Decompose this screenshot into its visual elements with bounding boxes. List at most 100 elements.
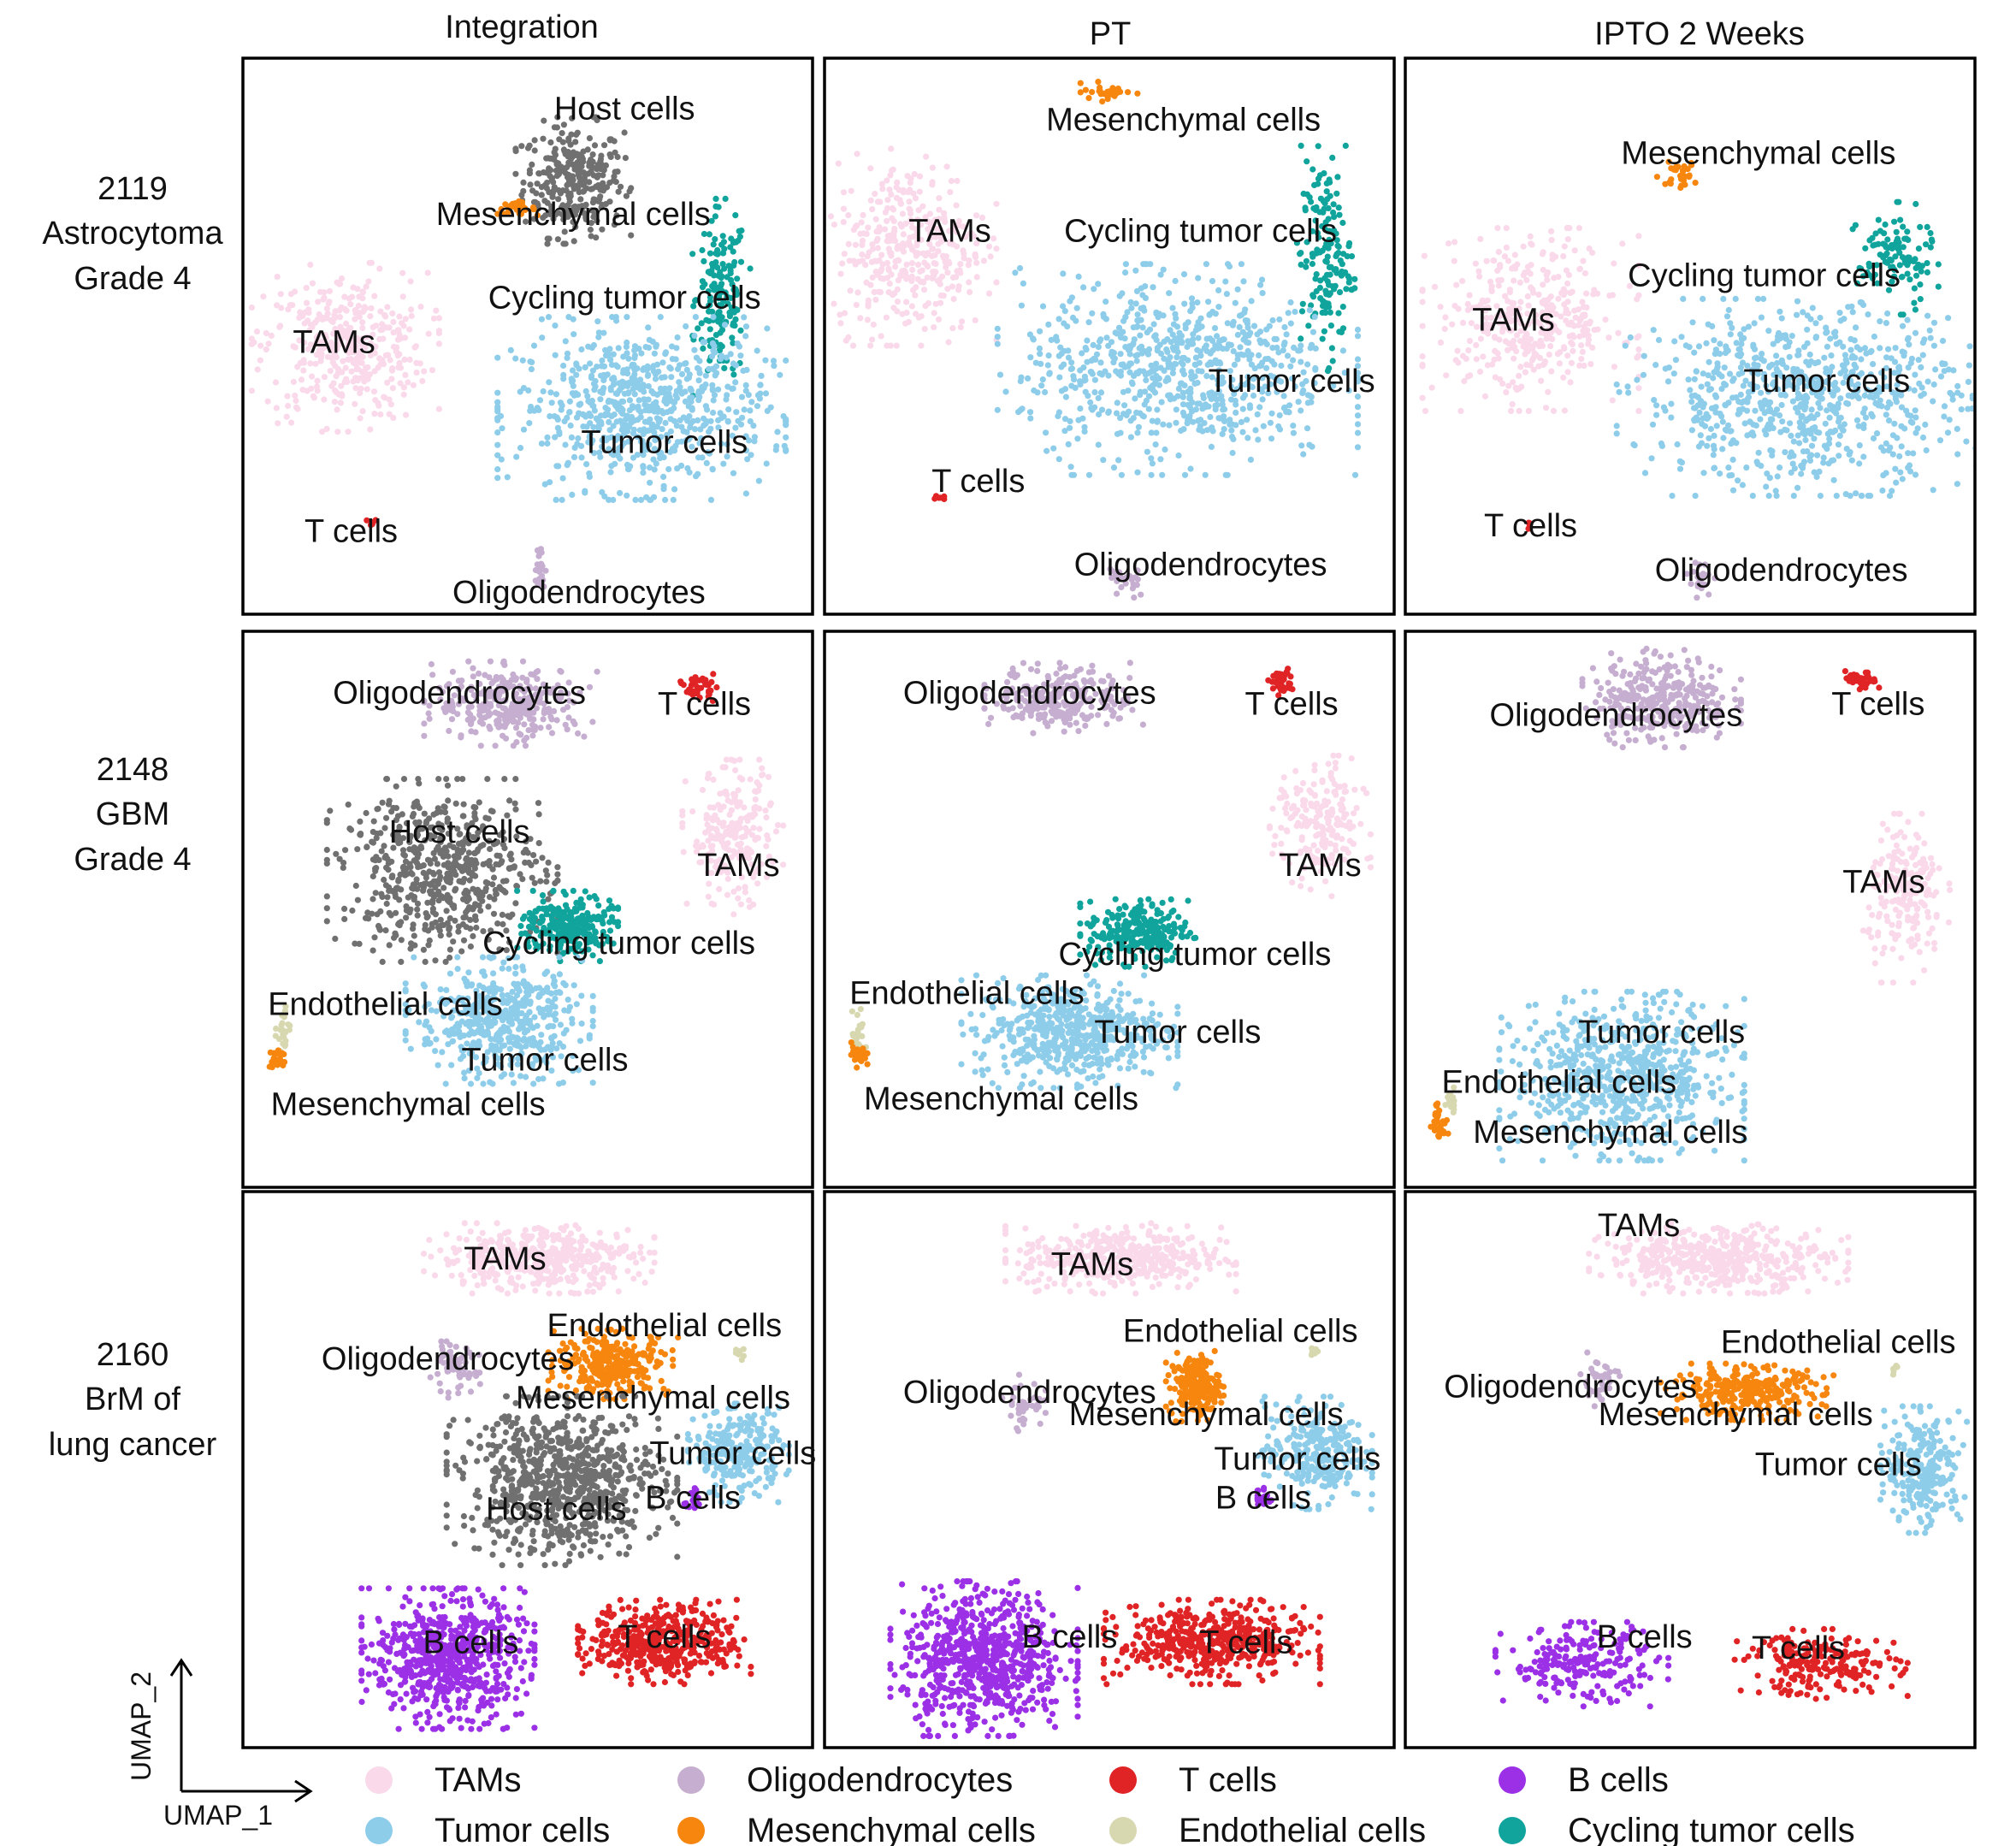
data-point bbox=[652, 436, 659, 444]
data-point bbox=[581, 175, 588, 181]
data-point bbox=[1273, 335, 1280, 343]
row-label-line: 2160 bbox=[97, 1337, 169, 1373]
data-point bbox=[1181, 300, 1188, 307]
data-point bbox=[1895, 198, 1902, 205]
data-point bbox=[1221, 417, 1227, 424]
data-point bbox=[533, 705, 541, 712]
data-point bbox=[1919, 434, 1927, 441]
data-point bbox=[1039, 303, 1047, 310]
data-point bbox=[1853, 280, 1860, 287]
data-point bbox=[437, 696, 444, 703]
data-point bbox=[743, 845, 751, 852]
data-point bbox=[732, 850, 739, 857]
data-point bbox=[1750, 343, 1757, 350]
data-point bbox=[377, 308, 384, 315]
data-point bbox=[1830, 457, 1837, 464]
data-point bbox=[322, 314, 329, 321]
data-point bbox=[1516, 305, 1522, 312]
data-point bbox=[572, 223, 579, 230]
data-point bbox=[1490, 257, 1497, 264]
data-point bbox=[539, 334, 546, 341]
data-point bbox=[901, 267, 908, 274]
data-point bbox=[707, 496, 715, 504]
data-point bbox=[589, 367, 597, 374]
data-point bbox=[582, 488, 588, 494]
data-point bbox=[1087, 399, 1094, 406]
data-point bbox=[1132, 267, 1139, 274]
cluster-tams bbox=[248, 259, 442, 435]
data-point bbox=[1197, 315, 1204, 322]
data-point bbox=[470, 665, 476, 672]
data-point bbox=[260, 293, 267, 300]
data-point bbox=[683, 900, 690, 907]
data-point bbox=[1900, 311, 1907, 318]
data-point bbox=[742, 323, 750, 330]
data-point bbox=[1822, 379, 1830, 386]
data-point bbox=[1091, 286, 1097, 293]
data-point bbox=[648, 423, 655, 429]
data-point bbox=[1658, 442, 1665, 450]
data-point bbox=[1509, 265, 1516, 272]
data-point bbox=[494, 429, 501, 436]
data-point bbox=[907, 234, 913, 241]
data-point bbox=[1259, 375, 1266, 382]
data-point bbox=[1055, 316, 1062, 322]
data-point bbox=[494, 399, 501, 405]
data-point bbox=[1202, 471, 1209, 478]
data-point bbox=[1912, 407, 1918, 414]
data-point bbox=[1260, 423, 1267, 429]
data-point bbox=[1419, 299, 1426, 305]
data-point bbox=[571, 238, 577, 245]
data-point bbox=[736, 855, 743, 861]
data-point bbox=[1289, 376, 1296, 382]
data-point bbox=[1419, 287, 1426, 293]
data-point bbox=[1561, 301, 1568, 308]
data-point bbox=[629, 363, 636, 370]
data-point bbox=[1905, 334, 1912, 341]
data-point bbox=[1503, 389, 1510, 396]
data-point bbox=[909, 266, 916, 274]
data-point bbox=[857, 315, 864, 322]
data-point bbox=[253, 328, 261, 335]
data-point bbox=[1790, 438, 1797, 445]
data-point bbox=[1136, 345, 1143, 352]
data-point bbox=[268, 332, 275, 339]
data-point bbox=[1125, 89, 1132, 96]
data-point bbox=[1660, 404, 1667, 411]
data-point bbox=[352, 385, 359, 392]
data-point bbox=[1134, 90, 1141, 97]
data-point bbox=[1711, 432, 1717, 439]
data-point bbox=[371, 293, 378, 299]
data-point bbox=[854, 289, 861, 296]
data-point bbox=[1920, 390, 1927, 397]
data-point bbox=[1466, 338, 1474, 345]
data-point bbox=[519, 697, 526, 704]
data-point bbox=[1752, 407, 1759, 414]
cluster-t-cells bbox=[931, 493, 948, 503]
data-point bbox=[1823, 329, 1830, 336]
data-point bbox=[1048, 336, 1055, 343]
data-point bbox=[1095, 344, 1102, 351]
data-point bbox=[1327, 322, 1334, 329]
data-point bbox=[685, 403, 692, 410]
data-point bbox=[1268, 410, 1275, 417]
cluster-oligodendrocytes bbox=[1107, 565, 1144, 601]
data-point bbox=[987, 253, 994, 260]
data-point bbox=[353, 366, 360, 373]
data-point bbox=[499, 425, 505, 432]
data-point bbox=[424, 899, 431, 906]
data-point bbox=[320, 296, 327, 303]
data-point bbox=[1045, 321, 1052, 328]
data-point bbox=[342, 364, 349, 371]
data-point bbox=[1705, 372, 1712, 379]
data-point bbox=[767, 404, 774, 411]
data-point bbox=[1798, 401, 1805, 408]
data-point bbox=[1697, 398, 1705, 405]
data-point bbox=[931, 251, 938, 258]
data-point bbox=[1989, 373, 1995, 379]
data-point bbox=[1544, 315, 1551, 322]
data-point bbox=[695, 377, 702, 384]
data-point bbox=[754, 347, 760, 354]
data-point bbox=[1317, 295, 1324, 302]
data-point bbox=[1894, 382, 1901, 388]
